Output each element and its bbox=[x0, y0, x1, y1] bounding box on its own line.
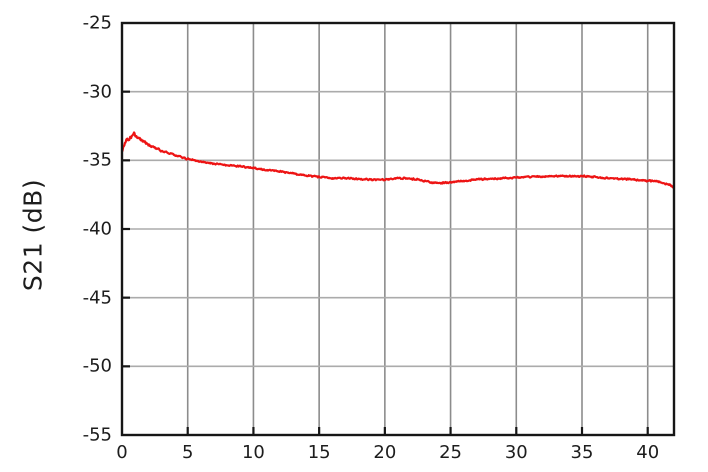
x-tick-label: 25 bbox=[439, 442, 463, 463]
x-tick-label: 10 bbox=[241, 442, 265, 463]
y-tick-label: -45 bbox=[82, 287, 112, 309]
y-tick-label: -35 bbox=[82, 149, 112, 171]
x-tick-label: 30 bbox=[504, 442, 528, 463]
y-tick-label: -55 bbox=[82, 424, 112, 446]
s21-trace bbox=[122, 131, 674, 190]
x-tick-label: 40 bbox=[636, 442, 660, 463]
y-tick-label: -30 bbox=[82, 81, 112, 103]
x-tick-label: 35 bbox=[570, 442, 594, 463]
x-tick-label: 20 bbox=[373, 442, 397, 463]
x-tick-label: 0 bbox=[116, 442, 128, 463]
x-tick-label: 15 bbox=[307, 442, 331, 463]
y-tick-label: -40 bbox=[82, 218, 112, 240]
y-tick-label: -50 bbox=[82, 355, 112, 377]
y-tick-label: -25 bbox=[82, 12, 112, 34]
x-tick-label: 5 bbox=[181, 442, 194, 463]
